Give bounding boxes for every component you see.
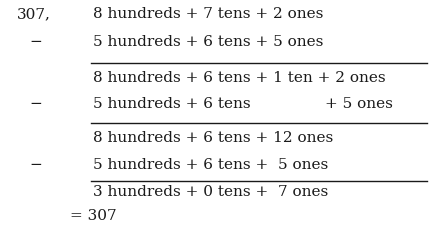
Text: 307,: 307, [17, 7, 51, 21]
Text: 8 hundreds + 7 tens + 2 ones: 8 hundreds + 7 tens + 2 ones [94, 7, 324, 21]
Text: −: − [30, 97, 42, 111]
Text: −: − [30, 157, 42, 171]
Text: 8 hundreds + 6 tens + 12 ones: 8 hundreds + 6 tens + 12 ones [94, 130, 334, 144]
Text: 5 hundreds + 6 tens: 5 hundreds + 6 tens [94, 97, 251, 111]
Text: 8 hundreds + 6 tens + 1 ten + 2 ones: 8 hundreds + 6 tens + 1 ten + 2 ones [94, 70, 386, 84]
Text: 3 hundreds + 0 tens +  7 ones: 3 hundreds + 0 tens + 7 ones [94, 184, 329, 198]
Text: 5 hundreds + 6 tens +  5 ones: 5 hundreds + 6 tens + 5 ones [94, 157, 329, 171]
Text: 5 hundreds + 6 tens + 5 ones: 5 hundreds + 6 tens + 5 ones [94, 35, 324, 49]
Text: = 307: = 307 [70, 208, 117, 222]
Text: −: − [30, 35, 42, 49]
Text: + 5 ones: + 5 ones [325, 97, 393, 111]
